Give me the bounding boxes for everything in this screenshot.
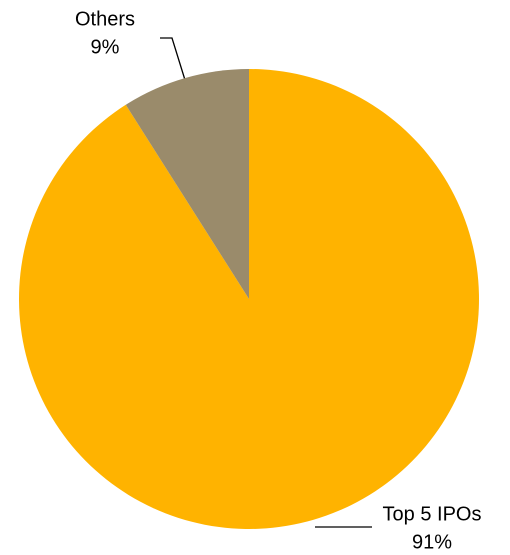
pie-slice: [18, 69, 480, 530]
pie-slice: [125, 69, 249, 299]
leader-line: [160, 37, 186, 81]
slice-label: Others: [75, 8, 135, 30]
slice-value-label: 9%: [91, 36, 120, 58]
slice-value-label: 91%: [412, 531, 452, 553]
slice-label: Top 5 IPOs: [383, 503, 482, 525]
